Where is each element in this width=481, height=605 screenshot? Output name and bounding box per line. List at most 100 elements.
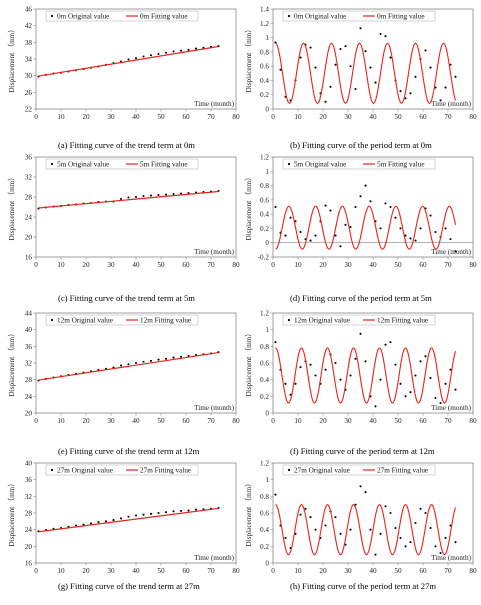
- data-point: [369, 528, 372, 531]
- x-tick-label: 70: [207, 417, 215, 425]
- x-tick-label: 70: [207, 567, 215, 575]
- data-point: [379, 227, 382, 230]
- x-tick-label: 40: [369, 567, 377, 575]
- data-point: [439, 401, 442, 405]
- data-point: [349, 225, 352, 229]
- x-axis-label: Time (month): [431, 554, 471, 562]
- x-tick-label: 60: [419, 417, 427, 425]
- y-axis-label: Displacement （mm）: [245, 174, 253, 241]
- x-tick-label: 80: [469, 417, 477, 425]
- legend-box: [45, 10, 199, 22]
- y-tick-label: 1.2: [260, 154, 269, 162]
- x-tick-label: 0: [34, 261, 38, 269]
- y-tick-label: 28: [25, 510, 33, 518]
- y-tick-label: 24: [25, 526, 33, 534]
- data-point: [374, 553, 377, 556]
- legend: 27m Original value 27m Fitting value: [45, 464, 199, 476]
- data-point: [179, 355, 183, 358]
- x-tick-label: 50: [394, 261, 402, 269]
- data-point: [384, 343, 387, 346]
- y-tick-label: 44: [25, 310, 33, 318]
- data-point: [339, 245, 342, 248]
- data-point: [324, 204, 327, 207]
- x-tick-label: 50: [157, 113, 165, 121]
- data-point: [329, 85, 332, 88]
- data-point: [149, 359, 153, 362]
- data-point: [434, 545, 437, 548]
- data-point: [172, 356, 175, 359]
- x-tick-label: 80: [232, 417, 240, 425]
- y-tick-label: 0.6: [260, 196, 269, 204]
- data-point: [434, 86, 437, 89]
- caption-g: (g) Fitting curve of the trend term at 2…: [58, 581, 200, 591]
- data-point: [444, 536, 447, 540]
- x-tick-label: 20: [319, 417, 327, 425]
- x-tick-label: 80: [232, 261, 240, 269]
- y-tick-label: 1.2: [260, 310, 269, 318]
- y-tick-label: 22: [25, 106, 33, 114]
- y-tick-label: 0: [265, 560, 269, 568]
- legend-label-original: 0m Original value: [57, 13, 109, 21]
- series-fitting: [38, 45, 219, 77]
- data-point: [369, 66, 372, 69]
- x-tick-label: 70: [444, 417, 452, 425]
- plot-area: [272, 8, 474, 110]
- y-tick-label: 0: [265, 410, 269, 418]
- data-point: [404, 97, 407, 100]
- data-point: [344, 223, 347, 226]
- x-tick-label: 40: [369, 113, 377, 121]
- data-point: [127, 363, 130, 366]
- legend-label-original: 27m Original value: [57, 467, 113, 475]
- x-tick-label: 20: [82, 113, 90, 121]
- legend-marker-original: [287, 14, 291, 18]
- data-point: [134, 57, 138, 60]
- y-tick-label: 0.8: [260, 343, 269, 351]
- legend: 12m Original value 12m Fitting value: [282, 314, 436, 326]
- x-tick-label: 10: [57, 261, 65, 269]
- series-fitting: [275, 347, 457, 404]
- data-point: [394, 363, 397, 366]
- x-tick-label: 30: [107, 113, 115, 121]
- data-point: [404, 234, 407, 237]
- data-point: [187, 48, 190, 51]
- data-point: [454, 250, 457, 253]
- fit-line: [275, 504, 457, 556]
- x-tick-label: 50: [394, 567, 402, 575]
- data-point: [399, 536, 402, 540]
- y-tick-label: 36: [25, 154, 33, 162]
- legend-label-fitting: 0m Fitting value: [377, 13, 425, 21]
- y-tick-label: 0: [265, 106, 269, 114]
- y-tick-label: 0.4: [260, 526, 269, 534]
- data-point: [379, 32, 382, 36]
- data-point: [384, 35, 387, 38]
- x-tick-label: 0: [271, 567, 275, 575]
- data-point: [344, 45, 347, 48]
- data-point: [429, 214, 432, 217]
- data-point: [314, 234, 317, 237]
- data-point: [294, 220, 297, 223]
- x-tick-label: 30: [344, 113, 352, 121]
- data-point: [119, 197, 123, 201]
- data-point: [309, 46, 312, 49]
- fit-line: [275, 42, 457, 104]
- data-point: [172, 510, 175, 513]
- data-point: [274, 205, 277, 209]
- legend-box: [282, 158, 436, 170]
- data-point: [414, 521, 417, 525]
- chart-a: 0 10 20 30 40 50 60 70 80 22 26 30 34 38 42 46 Time (mon…: [8, 6, 240, 122]
- chart-f: 0 10 20 30 40 50 60 70 80 0 0.2 0.4 0.6 0.8 1 1.2 Time (…: [245, 310, 477, 426]
- data-point: [284, 382, 287, 385]
- plot-area: [35, 462, 237, 564]
- y-tick-label: 16: [25, 560, 33, 568]
- data-point: [399, 382, 402, 385]
- data-point: [119, 364, 123, 367]
- data-point: [194, 47, 198, 50]
- legend: 5m Original value 5m Fitting value: [282, 158, 436, 170]
- data-point: [419, 360, 422, 363]
- data-point: [187, 354, 190, 357]
- data-point: [134, 195, 138, 199]
- y-tick-label: 1: [265, 476, 269, 484]
- legend: 5m Original value 5m Fitting value: [45, 158, 199, 170]
- y-tick-label: 24: [25, 214, 33, 222]
